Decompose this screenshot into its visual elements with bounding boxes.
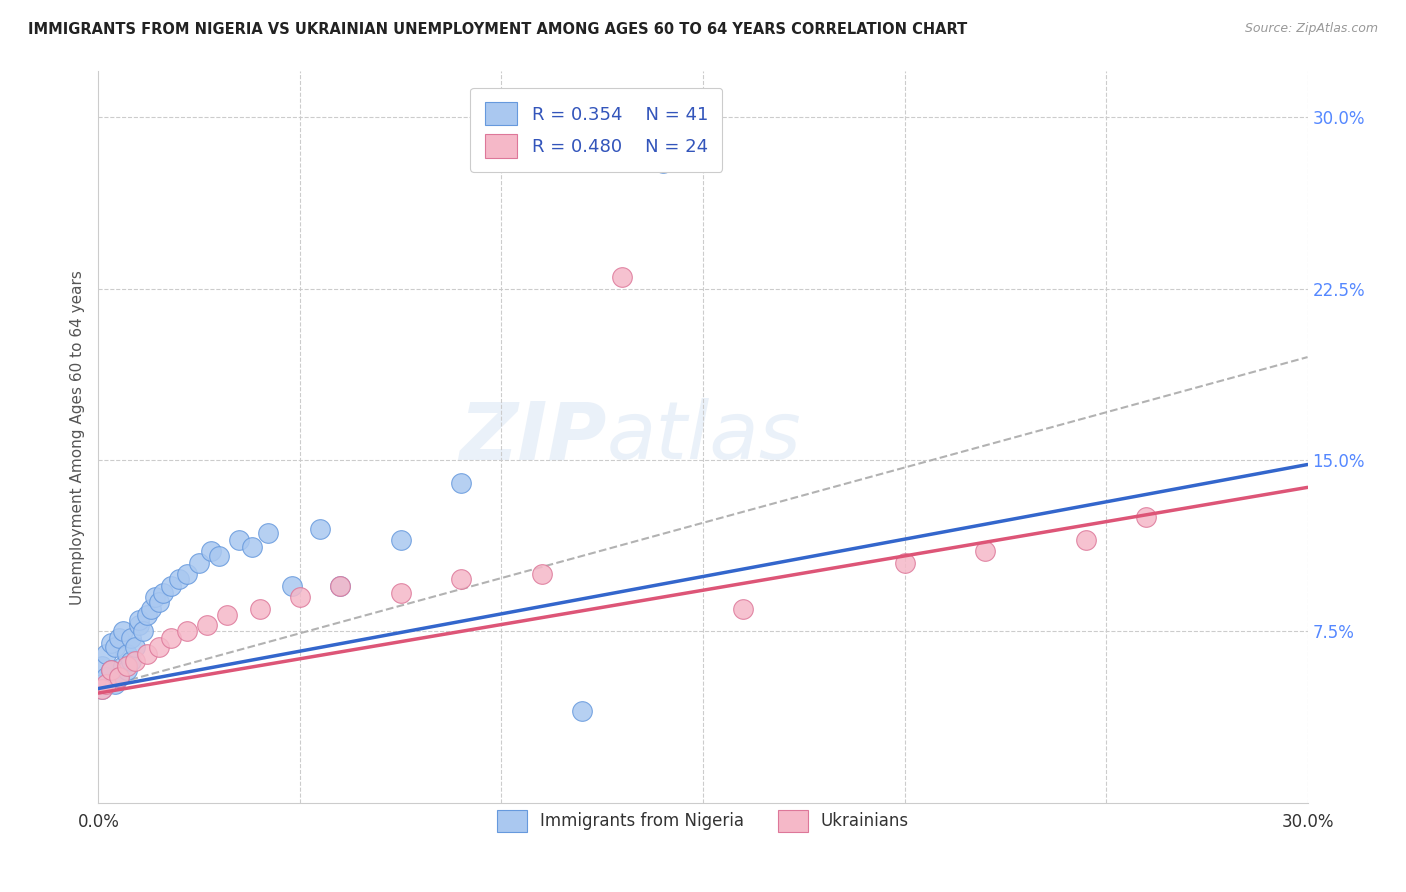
Point — [128, 617, 150, 632]
Point — [389, 585, 412, 599]
Point — [530, 567, 553, 582]
Point — [107, 670, 129, 684]
Point — [128, 613, 150, 627]
Point — [160, 632, 183, 646]
Point — [135, 608, 157, 623]
Point — [571, 705, 593, 719]
Text: Source: ZipAtlas.com: Source: ZipAtlas.com — [1244, 22, 1378, 36]
Point — [135, 647, 157, 661]
Point — [100, 663, 122, 677]
Point — [1135, 510, 1157, 524]
Point — [139, 601, 162, 615]
Point — [103, 677, 125, 691]
Point — [195, 617, 218, 632]
Point — [256, 526, 278, 541]
Point — [115, 663, 138, 677]
Point — [111, 624, 134, 639]
Point — [132, 624, 155, 639]
Point — [651, 155, 673, 169]
Point — [103, 640, 125, 655]
Point — [167, 572, 190, 586]
Point — [107, 632, 129, 646]
Legend: Immigrants from Nigeria, Ukrainians: Immigrants from Nigeria, Ukrainians — [491, 804, 915, 838]
Point — [124, 654, 146, 668]
Point — [893, 556, 915, 570]
Point — [974, 544, 997, 558]
Point — [176, 567, 198, 582]
Point — [115, 658, 138, 673]
Point — [200, 544, 222, 558]
Point — [111, 658, 134, 673]
Point — [228, 533, 250, 547]
Point — [1074, 533, 1097, 547]
Point — [100, 636, 122, 650]
Point — [329, 579, 352, 593]
Point — [281, 579, 304, 593]
Point — [389, 533, 412, 547]
Point — [96, 677, 118, 691]
Point — [612, 270, 634, 285]
Text: atlas: atlas — [606, 398, 801, 476]
Point — [152, 585, 174, 599]
Point — [733, 601, 755, 615]
Point — [115, 647, 138, 661]
Point — [96, 670, 118, 684]
Point — [148, 640, 170, 655]
Point — [208, 549, 231, 563]
Point — [176, 624, 198, 639]
Point — [143, 590, 166, 604]
Point — [450, 475, 472, 490]
Point — [120, 632, 142, 646]
Point — [160, 579, 183, 593]
Point — [91, 681, 114, 696]
Point — [91, 681, 114, 696]
Point — [148, 595, 170, 609]
Point — [217, 608, 239, 623]
Text: IMMIGRANTS FROM NIGERIA VS UKRAINIAN UNEMPLOYMENT AMONG AGES 60 TO 64 YEARS CORR: IMMIGRANTS FROM NIGERIA VS UKRAINIAN UNE… — [28, 22, 967, 37]
Point — [329, 579, 352, 593]
Text: ZIP: ZIP — [458, 398, 606, 476]
Point — [288, 590, 311, 604]
Point — [91, 658, 114, 673]
Point — [188, 556, 211, 570]
Y-axis label: Unemployment Among Ages 60 to 64 years: Unemployment Among Ages 60 to 64 years — [69, 269, 84, 605]
Point — [107, 670, 129, 684]
Point — [124, 640, 146, 655]
Point — [240, 540, 263, 554]
Point — [120, 654, 142, 668]
Point — [309, 521, 332, 535]
Point — [100, 663, 122, 677]
Point — [249, 601, 271, 615]
Point — [450, 572, 472, 586]
Point — [96, 647, 118, 661]
